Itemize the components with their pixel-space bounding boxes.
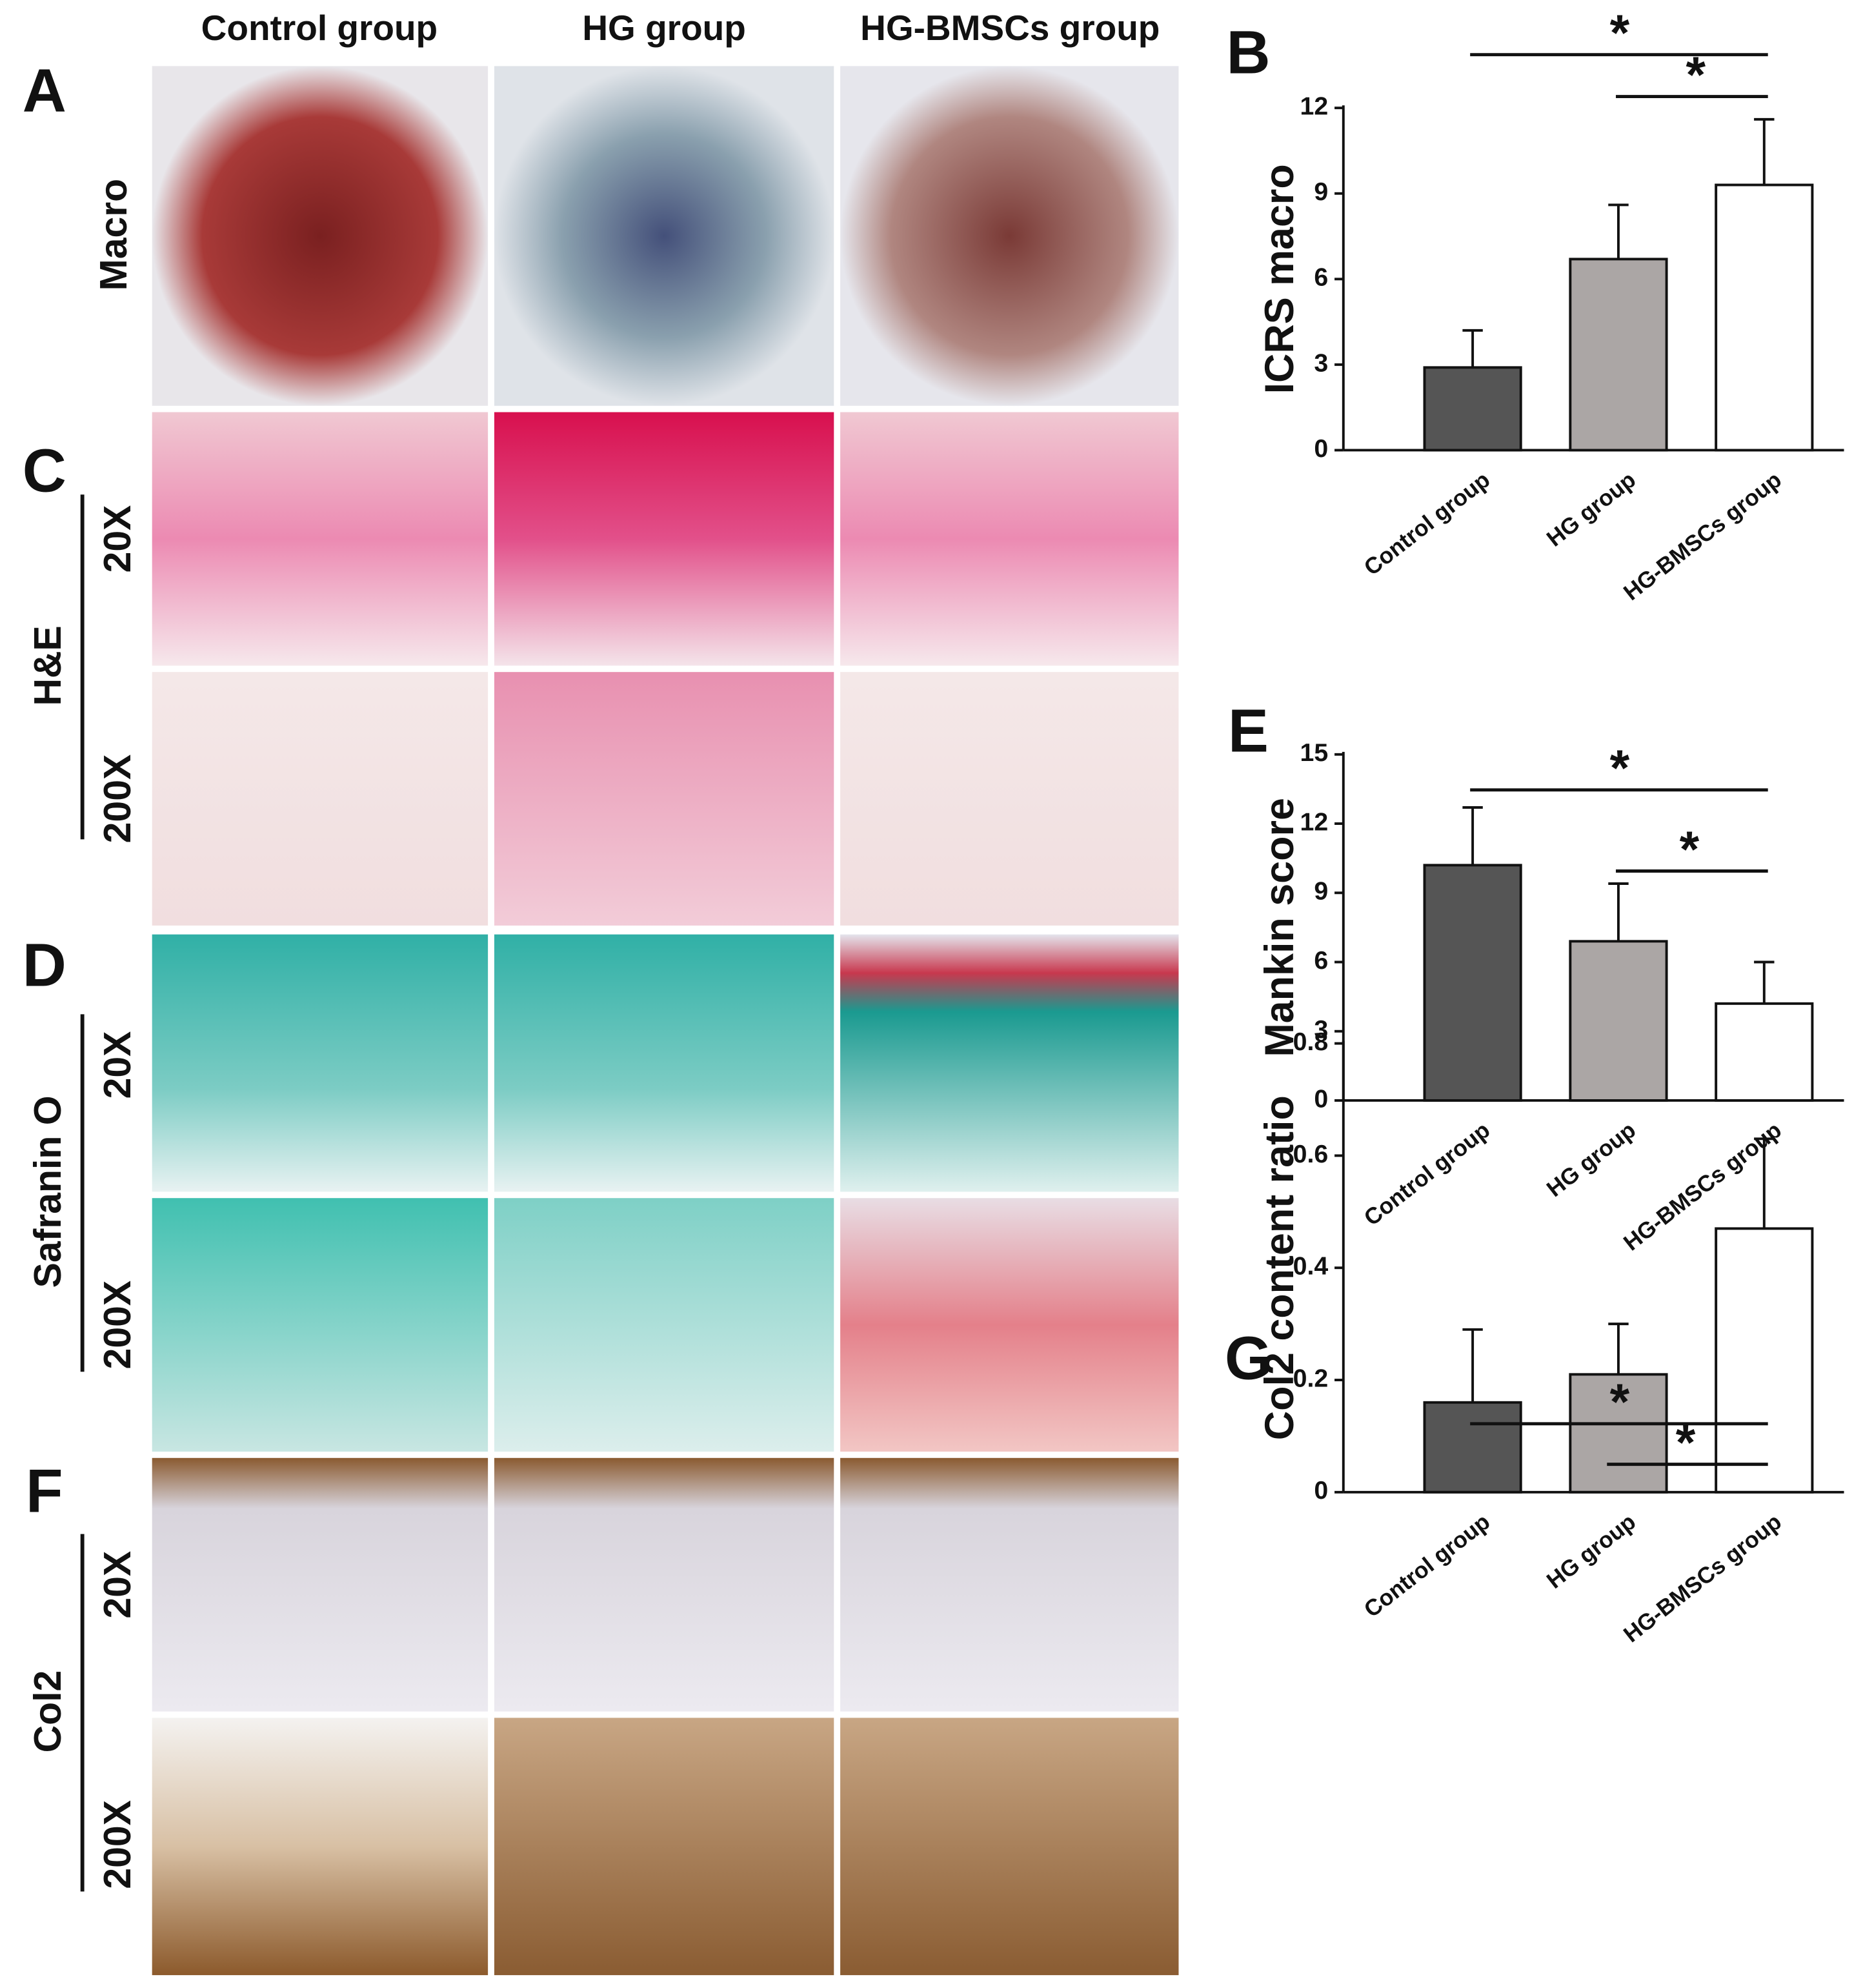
x-tick-label: HG group: [1542, 1509, 1640, 1594]
row-label: Col2: [27, 1670, 69, 1753]
magnification: 20X: [97, 1551, 139, 1619]
x-tick-label: Control group: [1360, 467, 1495, 581]
row-label: H&E: [27, 625, 69, 705]
panel-label: A: [23, 56, 66, 124]
significance-label: *: [1610, 5, 1630, 61]
photo: [152, 1718, 488, 1976]
bar: [1715, 1002, 1814, 1102]
photo: [840, 1457, 1179, 1712]
photo: [840, 672, 1179, 926]
photo: [152, 1198, 488, 1452]
bar: [1715, 183, 1814, 452]
y-tick-label: 9: [1314, 877, 1328, 906]
panel-label: G: [1225, 1324, 1272, 1392]
y-tick-label: 9: [1314, 178, 1328, 206]
magnification: 200X: [97, 1281, 139, 1370]
y-tick-label: 0.2: [1293, 1364, 1329, 1392]
row-label: Safranin O: [27, 1095, 69, 1288]
bar: [1423, 1401, 1522, 1494]
magnification: 200X: [97, 755, 139, 844]
photo: [840, 934, 1179, 1192]
significance-label: *: [1676, 1414, 1696, 1471]
bar: [1715, 1227, 1814, 1494]
photo: [152, 934, 488, 1192]
photo: [494, 1457, 834, 1712]
photo: [494, 672, 834, 926]
y-axis-label: ICRS macro: [1257, 164, 1302, 394]
photo: [494, 1198, 834, 1452]
y-tick-label: 12: [1300, 807, 1329, 836]
y-tick-label: 6: [1314, 946, 1328, 975]
photo: [494, 66, 834, 406]
photo: [840, 1198, 1179, 1452]
significance-label: *: [1610, 740, 1630, 796]
row-label: Macro: [93, 179, 135, 290]
photo: [840, 1718, 1179, 1976]
x-tick-label: HG-BMSCs group: [1619, 1509, 1786, 1647]
photo: [152, 672, 488, 926]
significance-label: *: [1686, 46, 1706, 103]
bar: [1569, 940, 1668, 1102]
y-tick-label: 0: [1314, 1084, 1328, 1113]
column-header: HG group: [582, 8, 746, 48]
photo: [494, 934, 834, 1192]
x-tick-label: HG-BMSCs group: [1619, 467, 1786, 605]
micrographs: [152, 66, 1179, 1976]
y-tick-label: 12: [1300, 92, 1329, 121]
x-tick-label: Control group: [1360, 1117, 1495, 1231]
y-tick-label: 0.6: [1293, 1140, 1329, 1168]
bar: [1569, 1373, 1668, 1494]
y-tick-label: 0.8: [1293, 1028, 1329, 1056]
x-tick-label: Control group: [1360, 1509, 1495, 1623]
panel-label: B: [1226, 19, 1270, 86]
photo: [152, 412, 488, 666]
x-tick-label: HG group: [1542, 467, 1640, 552]
column-header: HG-BMSCs group: [860, 8, 1160, 48]
y-tick-label: 0: [1314, 1476, 1328, 1505]
photo: [840, 66, 1179, 406]
significance-label: *: [1610, 1374, 1630, 1430]
photo: [494, 412, 834, 666]
magnification: 200X: [97, 1800, 139, 1889]
panel-label: F: [26, 1457, 63, 1525]
x-tick-label: HG group: [1542, 1117, 1640, 1202]
y-tick-label: 0: [1314, 434, 1328, 463]
y-tick-label: 0.4: [1293, 1252, 1329, 1281]
y-axis-label: Col2 content ratio: [1257, 1095, 1302, 1440]
photo: [494, 1718, 834, 1976]
y-tick-label: 6: [1314, 263, 1328, 292]
y-tick-label: 3: [1314, 349, 1328, 377]
y-axis-label: Mankin score: [1257, 798, 1302, 1057]
significance-label: *: [1680, 821, 1700, 878]
magnification: 20X: [97, 1031, 139, 1099]
panel-label: C: [23, 437, 66, 505]
y-tick-label: 3: [1314, 1015, 1328, 1044]
y-tick-label: 15: [1300, 738, 1329, 767]
photo: [152, 1457, 488, 1712]
panel-label: E: [1228, 696, 1269, 764]
bar: [1569, 258, 1668, 452]
photo: [840, 412, 1179, 666]
magnification: 20X: [97, 505, 139, 573]
panel-label: D: [23, 931, 66, 999]
bar: [1423, 864, 1522, 1102]
bar: [1423, 366, 1522, 452]
photo: [152, 66, 488, 406]
column-header: Control group: [201, 8, 438, 48]
